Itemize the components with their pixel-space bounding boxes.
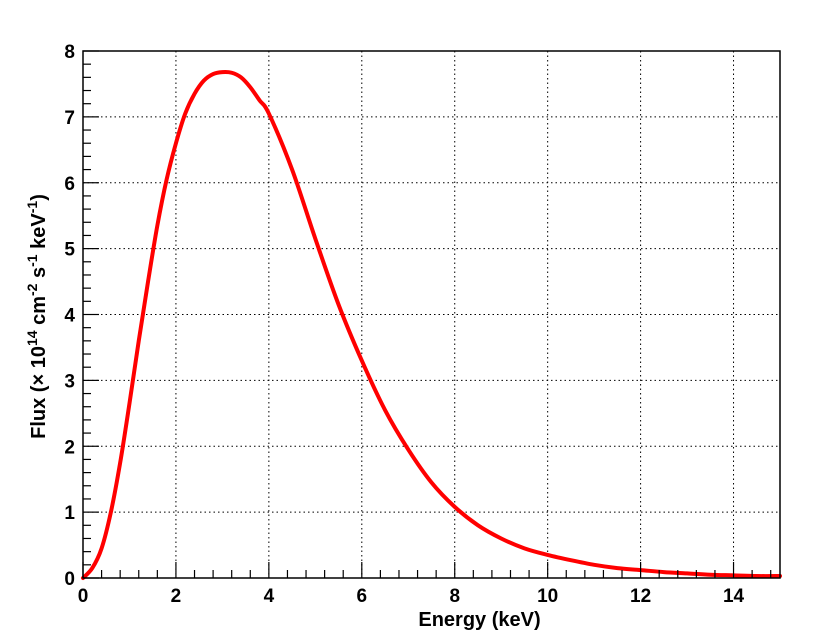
y-tick-label: 0	[64, 569, 75, 590]
grid	[83, 51, 780, 578]
x-tick-label: 8	[449, 586, 460, 607]
y-tick-label: 8	[64, 42, 75, 63]
y-axis-title-part: s	[28, 267, 50, 284]
y-tick-label: 6	[64, 174, 75, 195]
y-tick-label: 3	[64, 371, 75, 392]
y-tick-label: 4	[64, 306, 75, 327]
y-tick-label: 5	[64, 240, 75, 261]
y-axis-title-part: 10	[28, 346, 50, 374]
y-tick-label: 1	[64, 503, 75, 524]
curve-layer	[81, 69, 782, 580]
x-tick-label: 14	[723, 586, 745, 607]
y-tick-label: 7	[64, 108, 75, 129]
x-tick-label: 10	[537, 586, 558, 607]
y-tick-label: 2	[64, 437, 75, 458]
x-axis-title: Energy (keV)	[418, 609, 540, 631]
x-tick-label: 6	[357, 586, 368, 607]
y-axis-title-part: keV	[28, 213, 50, 255]
axis-ticks	[82, 50, 772, 579]
y-axis-title-superscript: -2	[24, 283, 40, 296]
y-axis-title: Flux (× 1014 cm-2 s-1 keV-1)	[24, 194, 50, 439]
y-axis-title-part: ×	[28, 374, 50, 386]
y-axis-title-superscript: -1	[24, 201, 40, 214]
y-axis-title-superscript: -1	[24, 254, 40, 267]
flux-curve	[81, 69, 782, 580]
y-axis-title-part: Flux (	[28, 385, 50, 439]
x-tick-label: 0	[78, 586, 89, 607]
x-tick-label: 4	[264, 586, 275, 607]
y-axis-title-superscript: 14	[24, 330, 40, 346]
x-tick-label: 2	[171, 586, 182, 607]
x-tick-label: 12	[630, 586, 651, 607]
y-axis-title-part: )	[28, 194, 50, 201]
y-axis-title-part: cm	[28, 296, 50, 330]
